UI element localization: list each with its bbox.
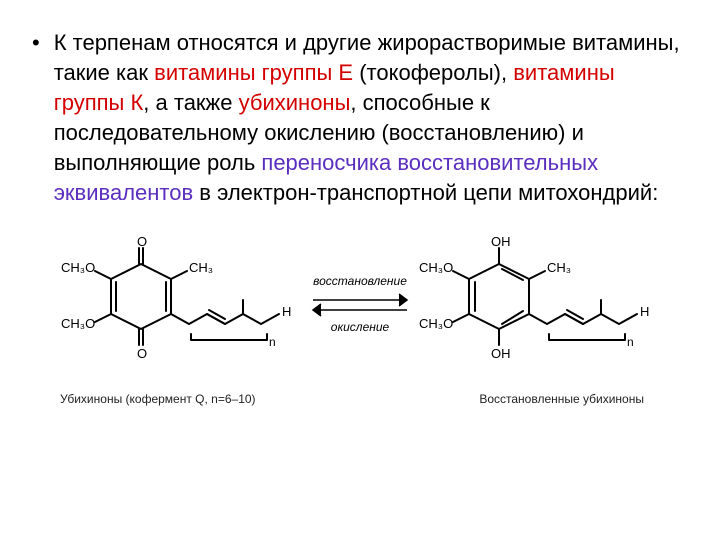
label-OH-top: OH [491,234,511,249]
label-O-top: O [137,234,147,249]
chemistry-row: O O CH₃O CH₃O CH₃ n [36,234,684,374]
caption-row: Убихиноны (кофермент Q, n=6–10) Восстано… [36,392,684,406]
paragraph: К терпенам относятся и другие жирораство… [54,28,684,208]
label-CH3-1: CH₃ [189,260,213,275]
label-H-2: H [640,304,649,319]
highlight-ubiquinones: убихиноны [239,90,351,115]
label-CH3O-2: CH₃O [61,316,95,331]
label-n-2: n [627,335,634,349]
label-CH3O-4: CH₃O [419,316,453,331]
label-H-1: H [282,304,291,319]
bullet-dot: • [32,28,40,58]
label-O-bot: O [137,346,147,361]
label-CH3O-1: CH₃O [61,260,95,275]
equilibrium-arrows-icon [305,290,415,318]
bullet-row: • К терпенам относятся и другие жирораст… [36,28,684,208]
caption-right: Восстановленные убихиноны [479,392,644,406]
label-n-1: n [269,335,276,349]
molecule-ubiquinol: OH OH CH₃O CH₃O CH₃ n H [419,234,659,374]
label-OH-bot: OH [491,346,511,361]
text-3: , а также [143,90,238,115]
highlight-vit-e: витамины группы Е [154,60,353,85]
text-5: в электрон-транспортной цепи митохондрий… [193,180,658,205]
slide: • К терпенам относятся и другие жирораст… [0,0,720,540]
arrow-top-label: восстановление [313,274,407,288]
molecule-ubiquinone: O O CH₃O CH₃O CH₃ n [61,234,301,374]
text-2: (токоферолы), [353,60,513,85]
reaction-arrows: восстановление окисление [305,274,415,334]
label-CH3-2: CH₃ [547,260,571,275]
arrow-bottom-label: окисление [331,320,389,334]
caption-left: Убихиноны (кофермент Q, n=6–10) [60,392,256,406]
label-CH3O-3: CH₃O [419,260,453,275]
